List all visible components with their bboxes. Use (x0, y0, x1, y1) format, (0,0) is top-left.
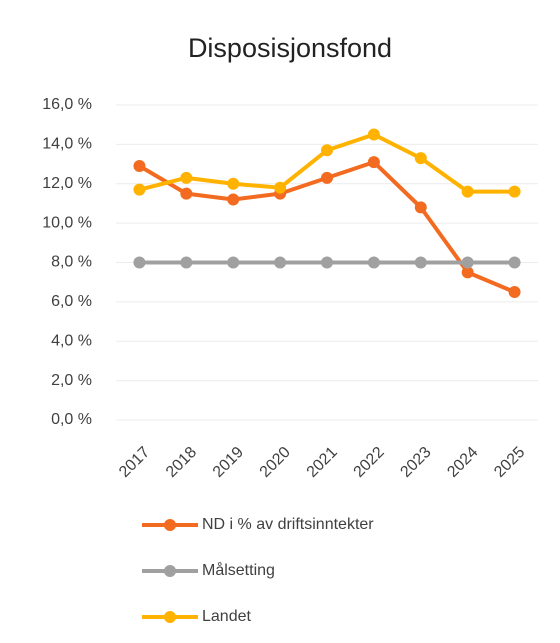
data-point (414, 152, 427, 165)
data-point (321, 171, 333, 184)
data-point (367, 156, 380, 169)
data-point (227, 177, 240, 190)
y-tick-label: 16,0 % (42, 96, 92, 113)
data-point (508, 185, 521, 198)
x-tick-label: 2023 (397, 444, 434, 481)
x-tick-label: 2025 (491, 444, 528, 481)
data-point (508, 286, 521, 299)
x-tick-label: 2019 (210, 444, 247, 481)
data-point (321, 144, 333, 157)
data-point (227, 256, 240, 269)
y-tick-label: 0,0 % (51, 411, 92, 428)
data-point (508, 256, 521, 269)
y-tick-label: 8,0 % (51, 254, 92, 271)
legend-marker (164, 611, 176, 623)
legend-label: ND i % av driftsinntekter (202, 516, 374, 533)
data-point (227, 193, 240, 206)
y-tick-label: 10,0 % (42, 214, 92, 231)
x-tick-label: 2022 (351, 444, 388, 481)
y-tick-label: 4,0 % (51, 332, 92, 349)
y-tick-label: 2,0 % (51, 372, 92, 389)
data-point (321, 256, 333, 269)
data-point (133, 160, 146, 173)
data-point (274, 256, 287, 269)
legend-label: Landet (202, 608, 251, 625)
x-tick-label: 2017 (116, 444, 153, 481)
data-point (461, 256, 474, 269)
data-point (133, 183, 146, 196)
data-point (367, 128, 380, 141)
y-tick-label: 6,0 % (51, 293, 92, 310)
data-point (180, 171, 193, 184)
legend-marker (164, 519, 176, 531)
data-point (461, 185, 474, 198)
x-tick-label: 2021 (304, 444, 341, 481)
data-point (461, 266, 474, 279)
data-point (414, 256, 427, 269)
y-tick-label: 12,0 % (42, 175, 92, 192)
y-tick-label: 14,0 % (42, 136, 92, 153)
data-point (180, 256, 193, 269)
legend-marker (164, 565, 176, 577)
data-point (133, 256, 146, 269)
x-tick-label: 2024 (444, 444, 481, 481)
data-point (414, 201, 427, 214)
chart-title: Disposisjonsfond (188, 33, 392, 63)
legend-label: Målsetting (202, 561, 275, 579)
x-tick-label: 2018 (163, 444, 200, 481)
data-point (274, 181, 287, 194)
data-point (180, 187, 193, 200)
data-point (367, 256, 380, 269)
x-tick-label: 2020 (257, 444, 294, 481)
